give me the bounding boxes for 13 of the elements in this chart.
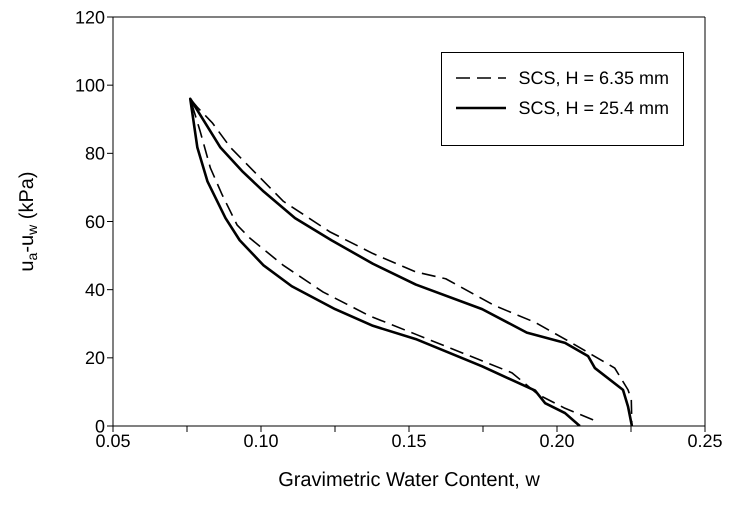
- x-tick-label: 0.20: [539, 430, 575, 451]
- x-tick-label: 0.25: [687, 430, 723, 451]
- x-tick-label: 0.10: [243, 430, 279, 451]
- y-tick-label: 40: [84, 280, 105, 300]
- y-tick-label: 20: [84, 348, 105, 368]
- x-tick-label: 0.15: [391, 430, 427, 451]
- y-tick-label: 60: [84, 212, 105, 232]
- legend-label: SCS, H = 6.35 mm: [518, 68, 669, 88]
- y-tick-label: 120: [74, 7, 105, 28]
- y-tick-label: 80: [84, 144, 105, 164]
- y-tick-label: 100: [74, 76, 105, 96]
- x-axis-title: Gravimetric Water Content, w: [278, 469, 540, 491]
- legend-label: SCS, H = 25.4 mm: [518, 98, 669, 118]
